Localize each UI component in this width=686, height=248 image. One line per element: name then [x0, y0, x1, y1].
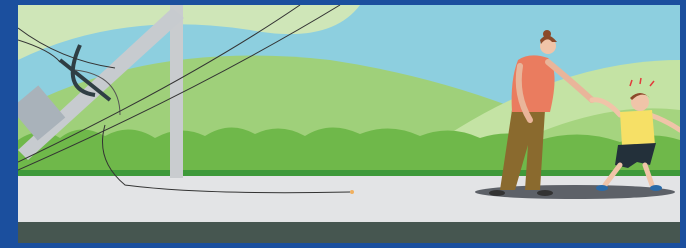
road: [18, 176, 680, 222]
pole: [170, 5, 183, 178]
page: [0, 0, 686, 248]
spark: [350, 190, 354, 194]
curb: [18, 222, 680, 243]
illustration: [0, 0, 686, 248]
scene: [11, 5, 680, 243]
